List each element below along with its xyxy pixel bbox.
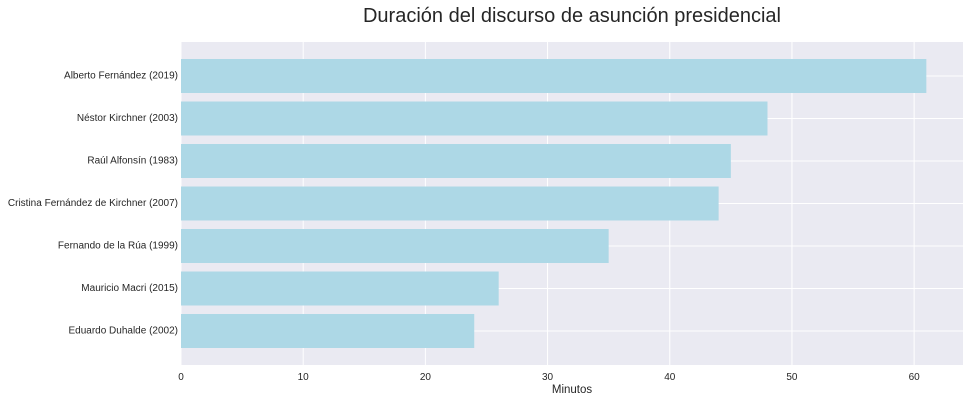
- bars: [181, 59, 927, 348]
- bar: [181, 271, 499, 306]
- chart-title: Duración del discurso de asunción presid…: [363, 5, 781, 27]
- y-tick-label: Eduardo Duhalde (2002): [68, 326, 178, 337]
- x-tick-label: 20: [420, 372, 432, 383]
- x-tick-labels: 0 10 20 30 40 50 60: [178, 372, 920, 383]
- y-tick-labels: Alberto Fernández (2019) Néstor Kirchner …: [8, 71, 178, 337]
- bar: [181, 186, 719, 221]
- bar: [181, 101, 768, 136]
- x-tick-label: 40: [664, 372, 676, 383]
- x-tick-label: 50: [786, 372, 798, 383]
- bar: [181, 314, 475, 348]
- x-tick-label: 30: [542, 372, 554, 383]
- y-tick-label: Alberto Fernández (2019): [64, 71, 178, 82]
- y-tick-label: Mauricio Macri (2015): [81, 283, 178, 294]
- bar: [181, 59, 927, 93]
- y-tick-label: Raúl Alfonsín (1983): [87, 156, 178, 167]
- y-tick-label: Néstor Kirchner (2003): [77, 113, 178, 124]
- x-axis-label: Minutos: [552, 384, 593, 396]
- y-tick-label: Fernando de la Rúa (1999): [58, 241, 178, 252]
- bar: [181, 229, 609, 263]
- x-tick-label: 60: [909, 372, 921, 383]
- x-tick-label: 0: [178, 372, 184, 383]
- x-tick-label: 10: [298, 372, 310, 383]
- bar: [181, 144, 731, 178]
- y-tick-label: Cristina Fernández de Kirchner (2007): [8, 198, 178, 209]
